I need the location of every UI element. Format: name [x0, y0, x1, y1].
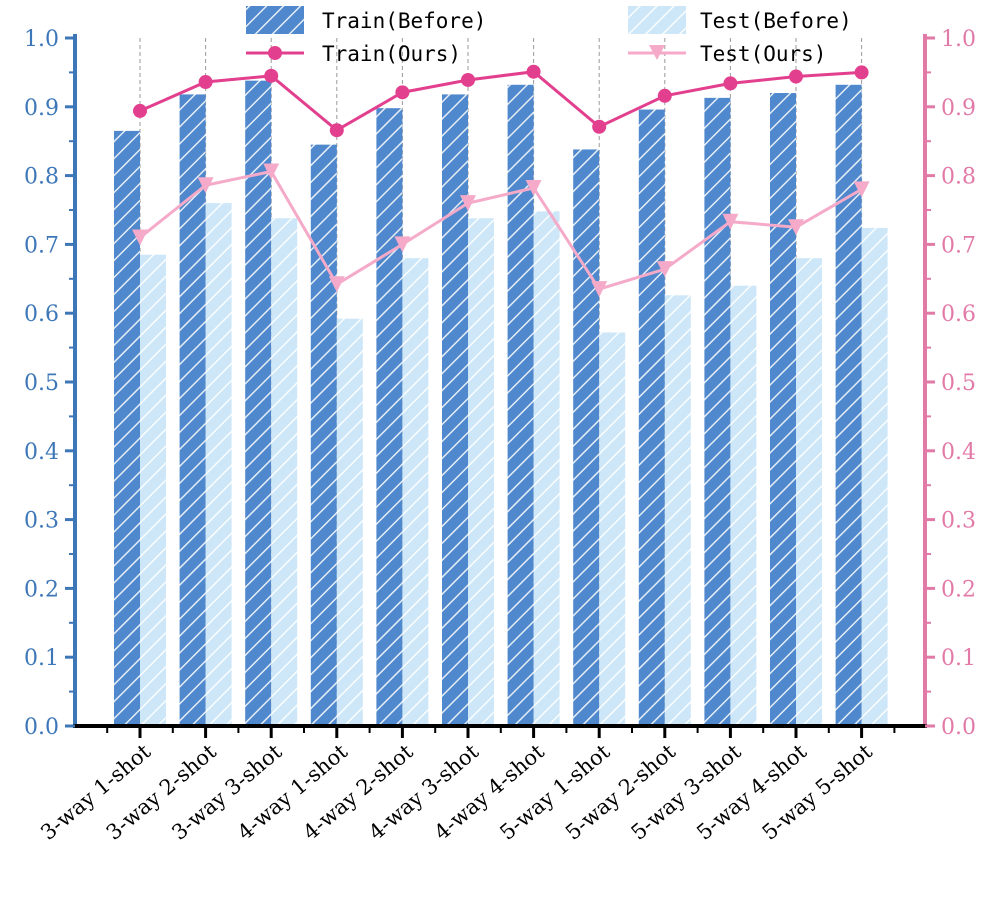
- category-label-8: 5-way 1-shot: [495, 739, 615, 845]
- legend-label-train-before: Train(Before): [322, 9, 486, 33]
- point-train-ours-12: [854, 65, 869, 80]
- bar-test-before-9: [664, 295, 691, 726]
- legend-swatch-train-before: [246, 6, 304, 34]
- left-tick-label-0.2: 0.2: [24, 577, 59, 602]
- category-label-11: 5-way 4-shot: [692, 739, 812, 845]
- point-test-ours-4: [328, 276, 345, 293]
- point-train-ours-8: [592, 119, 607, 134]
- right-tick-label-0.5: 0.5: [941, 371, 976, 396]
- category-label-3: 3-way 3-shot: [167, 739, 287, 845]
- bar-test-before-1: [140, 254, 166, 726]
- point-test-ours-1: [132, 229, 148, 246]
- category-label-10: 5-way 3-shot: [627, 739, 747, 845]
- bar-train-before-9: [638, 109, 665, 726]
- point-test-ours-6: [460, 195, 476, 212]
- point-test-ours-11: [788, 219, 804, 236]
- bar-test-before-8: [599, 332, 626, 726]
- point-test-ours-7: [525, 179, 542, 196]
- category-label-9: 5-way 2-shot: [561, 739, 681, 845]
- bar-train-before-2: [179, 94, 206, 726]
- point-train-ours-9: [657, 88, 672, 103]
- bar-test-before-6: [468, 218, 494, 727]
- right-tick-label-0.7: 0.7: [941, 233, 976, 258]
- point-train-ours-11: [789, 69, 803, 84]
- right-tick-label-1.0: 1.0: [941, 27, 976, 52]
- right-tick-label-0.9: 0.9: [941, 96, 976, 121]
- bar-train-before-5: [376, 108, 403, 726]
- left-tick-label-0.8: 0.8: [24, 165, 59, 190]
- point-train-ours-2: [198, 75, 213, 90]
- bar-train-before-12: [835, 84, 862, 726]
- left-tick-label-1.0: 1.0: [24, 27, 59, 52]
- left-tick-label-0.5: 0.5: [24, 371, 59, 396]
- point-test-ours-9: [656, 261, 673, 278]
- point-test-ours-5: [394, 236, 411, 253]
- bar-train-before-8: [573, 149, 600, 726]
- left-tick-label-0.9: 0.9: [24, 96, 59, 121]
- bar-train-before-1: [114, 130, 140, 726]
- right-tick-label-0.6: 0.6: [941, 302, 976, 327]
- line-test-ours: [139, 169, 863, 291]
- left-tick-label-0.6: 0.6: [24, 302, 59, 327]
- point-train-ours-1: [133, 103, 147, 118]
- right-tick-label-0.4: 0.4: [941, 440, 976, 465]
- left-tick-label-0.0: 0.0: [24, 715, 59, 740]
- bar-train-before-3: [245, 80, 272, 726]
- category-label-7: 4-way 4-shot: [430, 739, 550, 845]
- bar-train-before-6: [442, 94, 468, 726]
- bar-train-before-10: [704, 97, 731, 726]
- bar-test-before-7: [533, 211, 560, 727]
- point-test-ours-3: [263, 163, 280, 180]
- legend-swatch-train-ours-marker: [268, 46, 282, 60]
- point-train-ours-6: [461, 72, 475, 87]
- line-train-ours: [139, 70, 862, 133]
- bar-train-before-4: [310, 144, 337, 726]
- legend-swatch-test-before: [628, 6, 686, 34]
- bar-train-before-11: [770, 93, 796, 727]
- point-test-ours-2: [197, 177, 214, 194]
- category-label-1: 3-way 1-shot: [36, 739, 156, 845]
- bar-test-before-4: [336, 318, 363, 726]
- right-tick-label-0.1: 0.1: [941, 646, 976, 671]
- category-label-5: 4-way 2-shot: [299, 739, 419, 845]
- point-test-ours-8: [591, 281, 608, 298]
- bar-test-before-5: [402, 258, 429, 726]
- right-tick-label-0.2: 0.2: [941, 577, 976, 602]
- axis-layer: 0.0 0.0 0.1 0.1 0.2 0.2 0.3 0.3 0.4 0.4 0.5 0.5 0.6 0…: [24, 27, 976, 845]
- left-tick-label-0.3: 0.3: [24, 509, 59, 534]
- legend-label-test-ours: Test(Ours): [700, 42, 826, 66]
- category-label-12: 5-way 5-shot: [758, 739, 878, 845]
- bar-test-before-2: [205, 203, 232, 726]
- right-tick-label-0.3: 0.3: [941, 509, 976, 534]
- category-label-4: 4-way 1-shot: [233, 739, 353, 845]
- right-tick-label-0.8: 0.8: [941, 165, 976, 190]
- point-train-ours-3: [264, 68, 279, 83]
- category-label-6: 4-way 3-shot: [364, 739, 484, 845]
- bar-test-before-3: [271, 218, 298, 727]
- bar-test-before-12: [861, 227, 888, 726]
- right-tick-label-0.0: 0.0: [941, 715, 976, 740]
- point-train-ours-7: [526, 64, 541, 79]
- point-train-ours-10: [723, 76, 738, 91]
- bar-test-before-10: [730, 285, 757, 726]
- left-tick-label-0.4: 0.4: [24, 440, 59, 465]
- point-test-ours-10: [722, 213, 739, 230]
- legend-swatch-test-ours-marker: [649, 45, 665, 60]
- bar-layer: [114, 80, 888, 727]
- legend-label-train-ours: Train(Ours): [322, 42, 461, 66]
- line-layer: [132, 64, 870, 298]
- left-tick-label-0.7: 0.7: [24, 233, 59, 258]
- legend-label-test-before: Test(Before): [700, 9, 852, 33]
- category-label-2: 3-way 2-shot: [102, 739, 222, 845]
- point-train-ours-4: [329, 123, 344, 138]
- bar-test-before-11: [796, 258, 822, 726]
- point-test-ours-12: [853, 181, 870, 198]
- point-train-ours-5: [395, 85, 410, 100]
- left-tick-label-0.1: 0.1: [24, 646, 59, 671]
- legend: Train(Before) Train(Ours) Test(Before) T…: [246, 6, 852, 66]
